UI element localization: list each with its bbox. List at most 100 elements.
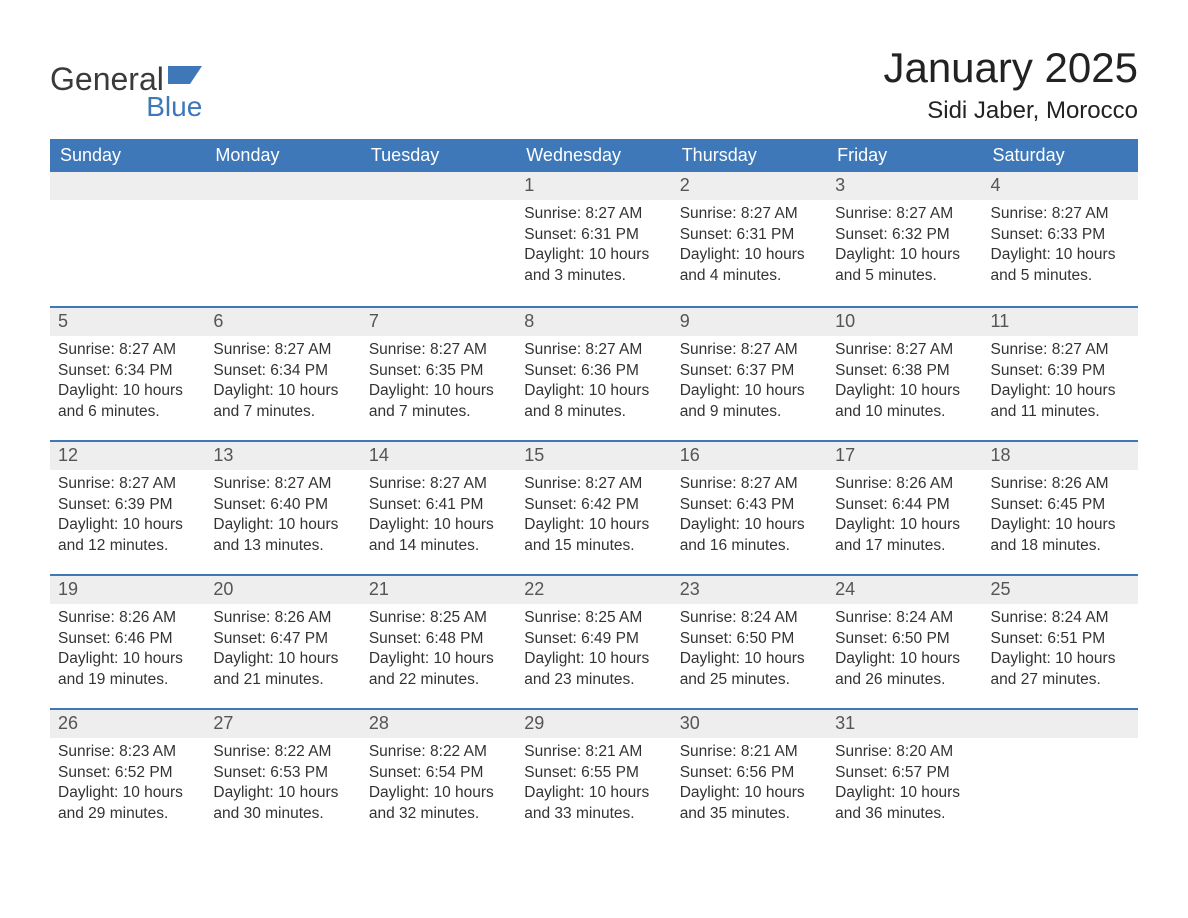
calendar-table: SundayMondayTuesdayWednesdayThursdayFrid… <box>50 139 1138 842</box>
day-detail-line: Sunrise: 8:24 AM <box>991 608 1130 629</box>
calendar-day-cell: 14Sunrise: 8:27 AMSunset: 6:41 PMDayligh… <box>361 440 516 574</box>
day-number: 10 <box>827 306 982 335</box>
title-block: January 2025 Sidi Jaber, Morocco <box>883 45 1138 125</box>
calendar-day-cell: 8Sunrise: 8:27 AMSunset: 6:36 PMDaylight… <box>516 306 671 440</box>
day-detail-line: Sunrise: 8:23 AM <box>58 742 197 763</box>
day-details: Sunrise: 8:27 AMSunset: 6:31 PMDaylight:… <box>516 200 671 290</box>
day-details: Sunrise: 8:27 AMSunset: 6:31 PMDaylight:… <box>672 200 827 290</box>
day-number: 30 <box>672 708 827 737</box>
day-detail-line: Daylight: 10 hours <box>835 649 974 670</box>
day-detail-line: Sunrise: 8:24 AM <box>680 608 819 629</box>
day-detail-line: and 5 minutes. <box>835 266 974 287</box>
day-details: Sunrise: 8:27 AMSunset: 6:42 PMDaylight:… <box>516 470 671 560</box>
day-details: Sunrise: 8:21 AMSunset: 6:56 PMDaylight:… <box>672 738 827 828</box>
day-detail-line: Daylight: 10 hours <box>369 515 508 536</box>
day-detail-line: Sunrise: 8:21 AM <box>524 742 663 763</box>
day-detail-line: Sunset: 6:42 PM <box>524 495 663 516</box>
day-number <box>50 172 205 199</box>
day-number: 24 <box>827 574 982 603</box>
day-detail-line: Daylight: 10 hours <box>680 783 819 804</box>
day-number: 3 <box>827 172 982 199</box>
day-number: 17 <box>827 440 982 469</box>
day-number: 16 <box>672 440 827 469</box>
day-detail-line: Sunrise: 8:26 AM <box>991 474 1130 495</box>
header: General Blue January 2025 Sidi Jaber, Mo… <box>50 45 1138 125</box>
day-details: Sunrise: 8:27 AMSunset: 6:34 PMDaylight:… <box>50 336 205 426</box>
weekday-header: Sunday <box>50 139 205 172</box>
day-detail-line: Sunset: 6:33 PM <box>991 225 1130 246</box>
day-details: Sunrise: 8:24 AMSunset: 6:50 PMDaylight:… <box>672 604 827 694</box>
day-details: Sunrise: 8:27 AMSunset: 6:36 PMDaylight:… <box>516 336 671 426</box>
month-title: January 2025 <box>883 45 1138 91</box>
calendar-week-row: 5Sunrise: 8:27 AMSunset: 6:34 PMDaylight… <box>50 306 1138 440</box>
day-number: 19 <box>50 574 205 603</box>
day-details: Sunrise: 8:26 AMSunset: 6:44 PMDaylight:… <box>827 470 982 560</box>
calendar-day-cell: 23Sunrise: 8:24 AMSunset: 6:50 PMDayligh… <box>672 574 827 708</box>
day-detail-line: Daylight: 10 hours <box>680 381 819 402</box>
day-detail-line: Daylight: 10 hours <box>524 515 663 536</box>
day-detail-line: Daylight: 10 hours <box>524 783 663 804</box>
calendar-week-row: 12Sunrise: 8:27 AMSunset: 6:39 PMDayligh… <box>50 440 1138 574</box>
day-detail-line: Sunset: 6:32 PM <box>835 225 974 246</box>
day-detail-line: and 36 minutes. <box>835 804 974 825</box>
day-details: Sunrise: 8:24 AMSunset: 6:51 PMDaylight:… <box>983 604 1138 694</box>
day-detail-line: Daylight: 10 hours <box>835 515 974 536</box>
day-details: Sunrise: 8:27 AMSunset: 6:41 PMDaylight:… <box>361 470 516 560</box>
day-detail-line: Sunset: 6:56 PM <box>680 763 819 784</box>
calendar-day-cell: 1Sunrise: 8:27 AMSunset: 6:31 PMDaylight… <box>516 172 671 306</box>
calendar-day-cell: 16Sunrise: 8:27 AMSunset: 6:43 PMDayligh… <box>672 440 827 574</box>
day-detail-line: Daylight: 10 hours <box>58 515 197 536</box>
day-detail-line: Sunset: 6:39 PM <box>991 361 1130 382</box>
day-detail-line: Sunset: 6:50 PM <box>835 629 974 650</box>
day-number: 25 <box>983 574 1138 603</box>
day-detail-line: Sunrise: 8:27 AM <box>835 204 974 225</box>
day-number: 31 <box>827 708 982 737</box>
day-detail-line: Daylight: 10 hours <box>835 245 974 266</box>
day-details: Sunrise: 8:22 AMSunset: 6:54 PMDaylight:… <box>361 738 516 828</box>
day-detail-line: Daylight: 10 hours <box>369 783 508 804</box>
calendar-day-cell: 4Sunrise: 8:27 AMSunset: 6:33 PMDaylight… <box>983 172 1138 306</box>
day-detail-line: Sunrise: 8:21 AM <box>680 742 819 763</box>
day-detail-line: Sunrise: 8:24 AM <box>835 608 974 629</box>
day-detail-line: Daylight: 10 hours <box>58 649 197 670</box>
day-detail-line: and 13 minutes. <box>213 536 352 557</box>
logo: General Blue <box>50 63 202 123</box>
day-detail-line: Sunset: 6:37 PM <box>680 361 819 382</box>
day-detail-line: Sunrise: 8:27 AM <box>680 204 819 225</box>
calendar-day-cell <box>361 172 516 306</box>
day-detail-line: and 3 minutes. <box>524 266 663 287</box>
calendar-day-cell: 6Sunrise: 8:27 AMSunset: 6:34 PMDaylight… <box>205 306 360 440</box>
day-detail-line: Sunset: 6:31 PM <box>680 225 819 246</box>
day-details: Sunrise: 8:27 AMSunset: 6:38 PMDaylight:… <box>827 336 982 426</box>
calendar-day-cell: 21Sunrise: 8:25 AMSunset: 6:48 PMDayligh… <box>361 574 516 708</box>
day-number: 23 <box>672 574 827 603</box>
day-detail-line: Sunset: 6:39 PM <box>58 495 197 516</box>
day-detail-line: Sunrise: 8:27 AM <box>680 474 819 495</box>
weekday-row: SundayMondayTuesdayWednesdayThursdayFrid… <box>50 139 1138 172</box>
calendar-day-cell: 28Sunrise: 8:22 AMSunset: 6:54 PMDayligh… <box>361 708 516 842</box>
calendar-day-cell: 30Sunrise: 8:21 AMSunset: 6:56 PMDayligh… <box>672 708 827 842</box>
day-detail-line: and 23 minutes. <box>524 670 663 691</box>
day-detail-line: and 26 minutes. <box>835 670 974 691</box>
calendar-head: SundayMondayTuesdayWednesdayThursdayFrid… <box>50 139 1138 172</box>
day-detail-line: and 14 minutes. <box>369 536 508 557</box>
day-detail-line: Sunset: 6:47 PM <box>213 629 352 650</box>
day-details: Sunrise: 8:27 AMSunset: 6:39 PMDaylight:… <box>983 336 1138 426</box>
day-number: 28 <box>361 708 516 737</box>
day-detail-line: and 4 minutes. <box>680 266 819 287</box>
calendar-day-cell: 3 Sunrise: 8:27 AMSunset: 6:32 PMDaylight… <box>827 172 982 306</box>
day-detail-line: Sunrise: 8:27 AM <box>991 340 1130 361</box>
weekday-header: Tuesday <box>361 139 516 172</box>
day-detail-line: Daylight: 10 hours <box>524 649 663 670</box>
day-number: 11 <box>983 306 1138 335</box>
day-number: 1 <box>516 172 671 199</box>
day-number: 20 <box>205 574 360 603</box>
day-detail-line: Daylight: 10 hours <box>369 381 508 402</box>
day-number: 22 <box>516 574 671 603</box>
day-detail-line: Sunset: 6:45 PM <box>991 495 1130 516</box>
day-detail-line: and 19 minutes. <box>58 670 197 691</box>
calendar-week-row: 1Sunrise: 8:27 AMSunset: 6:31 PMDaylight… <box>50 172 1138 306</box>
day-detail-line: and 25 minutes. <box>680 670 819 691</box>
day-detail-line: and 8 minutes. <box>524 402 663 423</box>
calendar-day-cell: 7Sunrise: 8:27 AMSunset: 6:35 PMDaylight… <box>361 306 516 440</box>
